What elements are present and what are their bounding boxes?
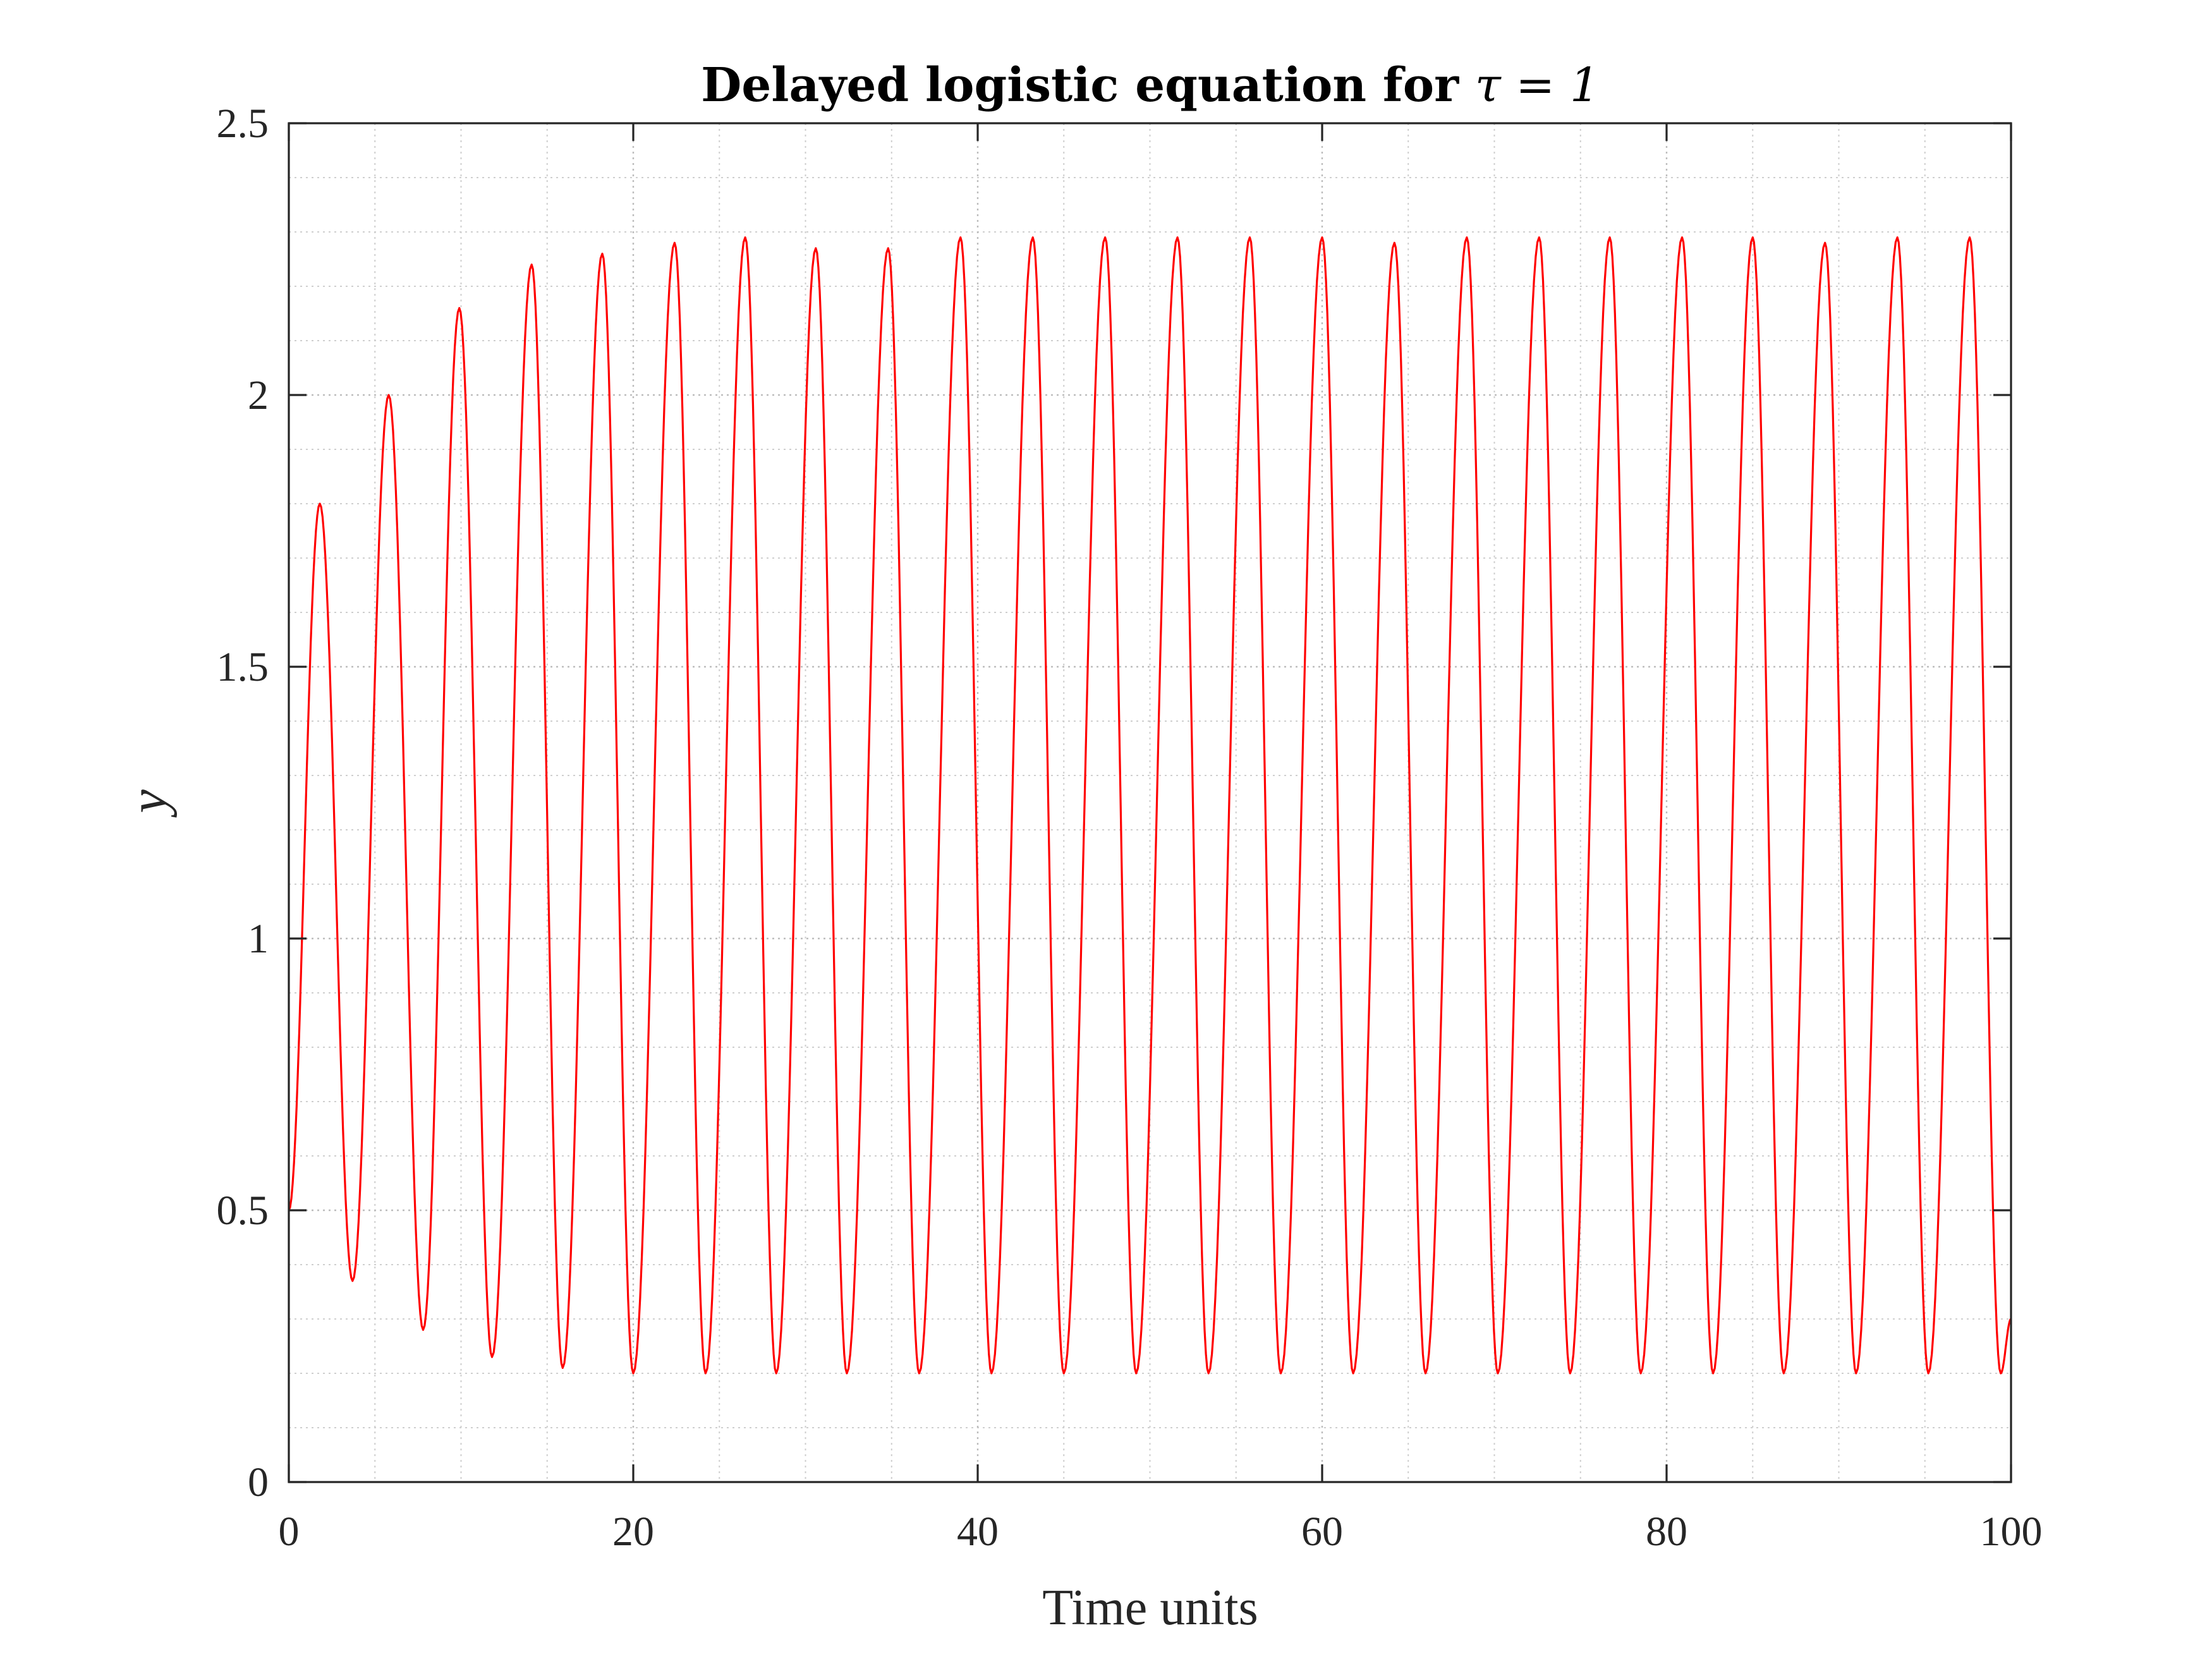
series-layer (288, 236, 2012, 1375)
y-tick-label: 1 (248, 916, 269, 962)
y-tick-label: 2 (248, 372, 269, 418)
y-tick-label: 1.5 (217, 644, 269, 690)
x-tick-label: 100 (1980, 1509, 2043, 1555)
x-tick-label: 80 (1646, 1509, 1687, 1555)
chart-title: Delayed logistic equation for τ = 1 (701, 58, 1600, 112)
major-grid (289, 123, 2011, 1482)
axes-box (288, 122, 2012, 1483)
y-tick-label: 2.5 (217, 100, 269, 147)
y-tick-label: 0 (248, 1459, 269, 1505)
x-axis-ticks: 0 20 40 60 80 100 (279, 123, 2043, 1555)
x-tick-label: 0 (279, 1509, 300, 1555)
series-line (288, 236, 2012, 1375)
x-tick-label: 60 (1301, 1509, 1343, 1555)
x-axis-label: Time units (1042, 1580, 1258, 1636)
y-tick-label: 0.5 (217, 1188, 269, 1234)
chart-title-text: Delayed logistic equation for (701, 58, 1459, 112)
y-axis-ticks: 0 0.5 1 1.5 2 2.5 (217, 100, 2011, 1505)
chart-title-math: τ = 1 (1475, 58, 1600, 112)
x-tick-label: 20 (612, 1509, 654, 1555)
x-tick-label: 40 (957, 1509, 999, 1555)
minor-grid (289, 123, 2011, 1482)
y-axis-label: y (119, 789, 178, 818)
